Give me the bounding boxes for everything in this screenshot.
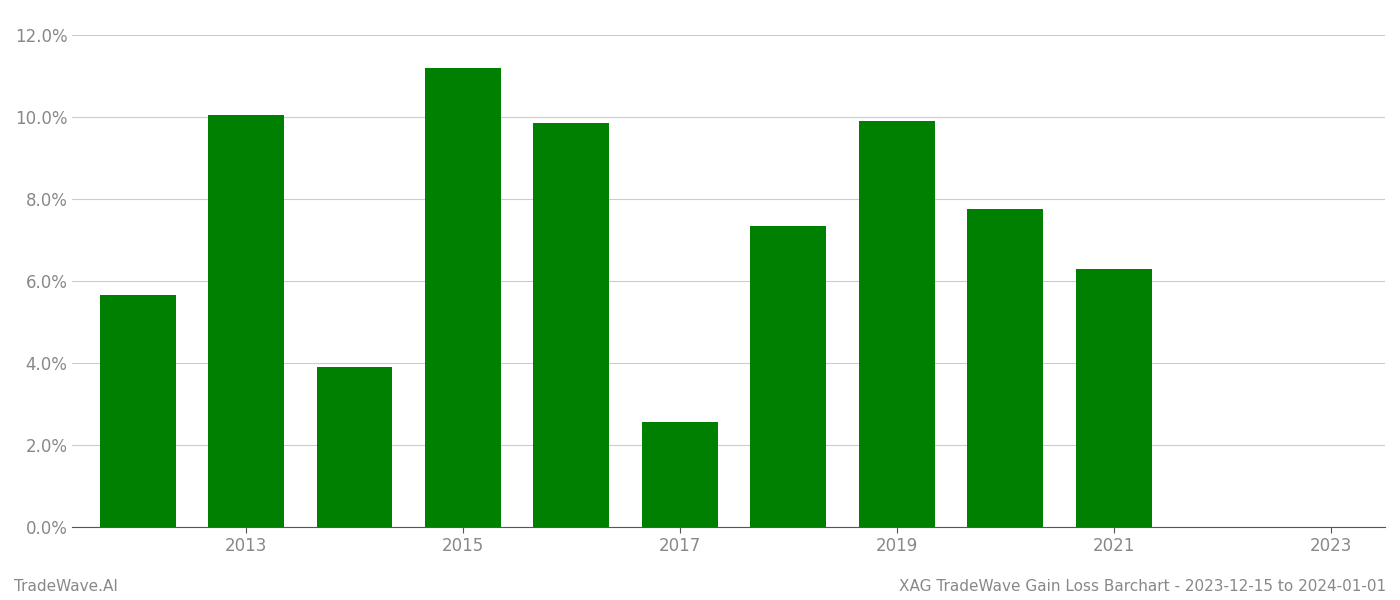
Text: XAG TradeWave Gain Loss Barchart - 2023-12-15 to 2024-01-01: XAG TradeWave Gain Loss Barchart - 2023-… bbox=[899, 579, 1386, 594]
Bar bbox=[426, 68, 501, 527]
Bar bbox=[533, 124, 609, 527]
Bar bbox=[750, 226, 826, 527]
Text: TradeWave.AI: TradeWave.AI bbox=[14, 579, 118, 594]
Bar bbox=[316, 367, 392, 527]
Bar bbox=[1075, 269, 1152, 527]
Bar bbox=[209, 115, 284, 527]
Bar bbox=[643, 422, 718, 527]
Bar bbox=[967, 209, 1043, 527]
Bar bbox=[860, 121, 935, 527]
Bar bbox=[99, 295, 175, 527]
